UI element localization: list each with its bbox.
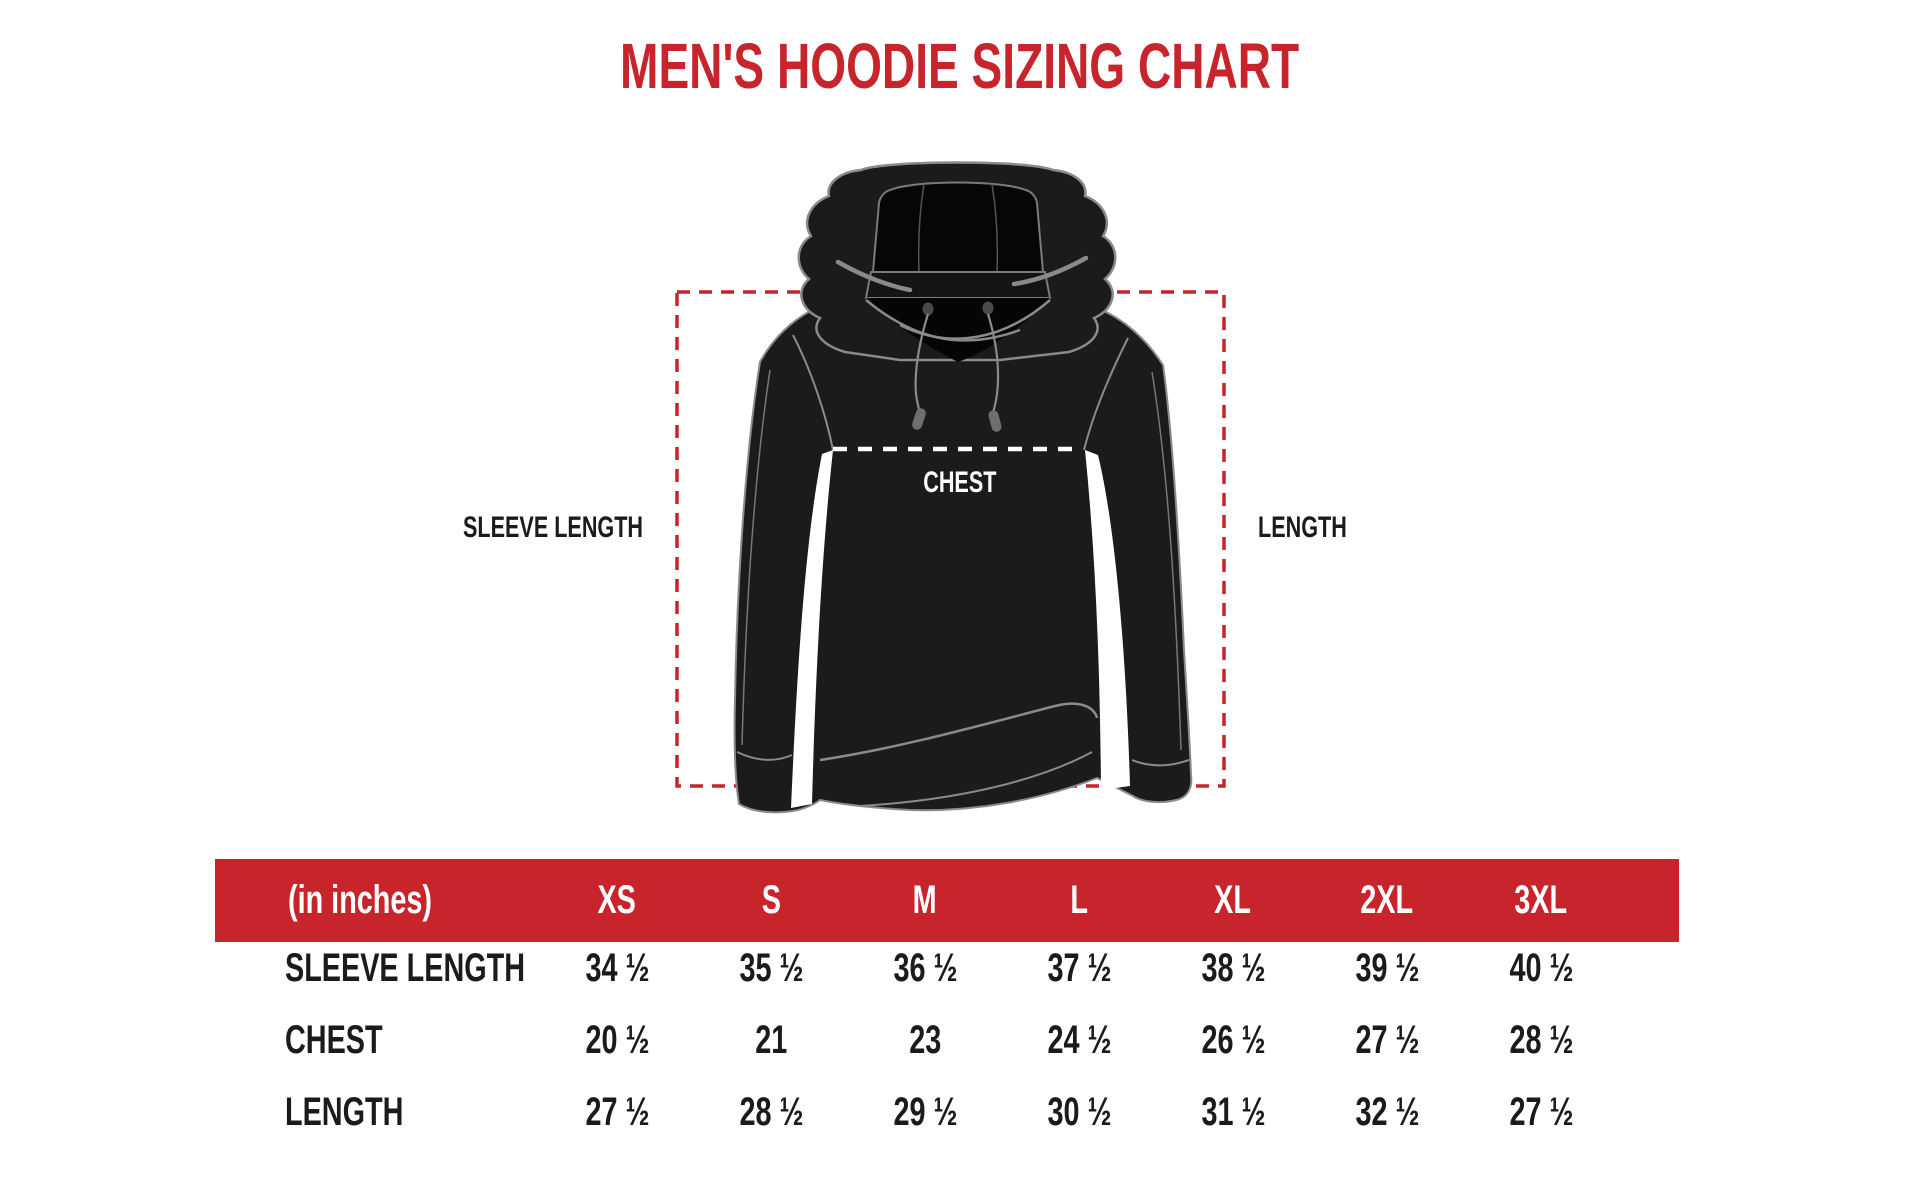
table-header-s: S [761, 878, 781, 922]
hoodie-silhouette [733, 276, 1193, 814]
row-label: LENGTH [285, 1089, 404, 1134]
table-cell: 38 ½ [1200, 945, 1266, 990]
table-header-row: (in inches) XS S M L XL 2XL 3XL [215, 859, 1679, 942]
hood [797, 161, 1117, 362]
table-body: SLEEVE LENGTH 34 ½ 35 ½ 36 ½ 37 ½ 38 ½ 3… [215, 932, 1679, 1148]
hood-interior [871, 181, 1045, 273]
table-cell: 27 ½ [584, 1089, 650, 1134]
table-cell: 37 ½ [1046, 945, 1112, 990]
hoodie-measurement-diagram: SLEEVE LENGTH CHEST LENGTH [463, 161, 1347, 814]
table-cell: 34 ½ [584, 945, 650, 990]
table-cell: 29 ½ [892, 1089, 958, 1134]
table-cell: 32 ½ [1354, 1089, 1420, 1134]
table-header-2xl: 2XL [1360, 878, 1414, 922]
table-header-xl: XL [1214, 878, 1252, 922]
table-row-chest: CHEST 20 ½ 21 23 24 ½ 26 ½ 27 ½ 28 ½ [215, 1004, 1679, 1076]
table-cell: 23 [908, 1017, 942, 1062]
drawstrings [912, 301, 1002, 432]
chest-label: CHEST [923, 466, 997, 499]
table-header-3xl: 3XL [1514, 878, 1568, 922]
sizing-table: (in inches) XS S M L XL 2XL 3XL SLEEVE L… [215, 859, 1679, 1148]
table-header-xs: XS [597, 878, 637, 922]
table-cell: 40 ½ [1508, 945, 1574, 990]
hoodie-illustration [675, 161, 1226, 814]
row-label: SLEEVE LENGTH [285, 945, 526, 990]
row-label: CHEST [285, 1017, 383, 1062]
table-header-m: M [912, 878, 937, 922]
table-cell: 28 ½ [1508, 1017, 1574, 1062]
page-title: MEN'S HOODIE SIZING CHART [0, 34, 1920, 98]
table-cell: 36 ½ [892, 945, 958, 990]
table-header-l: L [1070, 878, 1088, 922]
table-row-length: LENGTH 27 ½ 28 ½ 29 ½ 30 ½ 31 ½ 32 ½ 27 … [215, 1076, 1679, 1148]
length-label: LENGTH [1258, 511, 1347, 544]
table-cell: 26 ½ [1200, 1017, 1266, 1062]
page-title-text: MEN'S HOODIE SIZING CHART [620, 30, 1300, 102]
table-cell: 39 ½ [1354, 945, 1420, 990]
table-cell: 24 ½ [1046, 1017, 1112, 1062]
table-cell: 20 ½ [584, 1017, 650, 1062]
table-cell: 35 ½ [738, 945, 804, 990]
table-cell: 28 ½ [738, 1089, 804, 1134]
table-cell: 31 ½ [1200, 1089, 1266, 1134]
sleeve-length-label: SLEEVE LENGTH [463, 511, 644, 544]
table-cell: 27 ½ [1354, 1017, 1420, 1062]
table-cell: 27 ½ [1508, 1089, 1574, 1134]
table-header-unit: (in inches) [288, 878, 433, 922]
table-cell: 30 ½ [1046, 1089, 1112, 1134]
table-row-sleeve-length: SLEEVE LENGTH 34 ½ 35 ½ 36 ½ 37 ½ 38 ½ 3… [215, 932, 1679, 1004]
table-cell: 21 [754, 1017, 788, 1062]
